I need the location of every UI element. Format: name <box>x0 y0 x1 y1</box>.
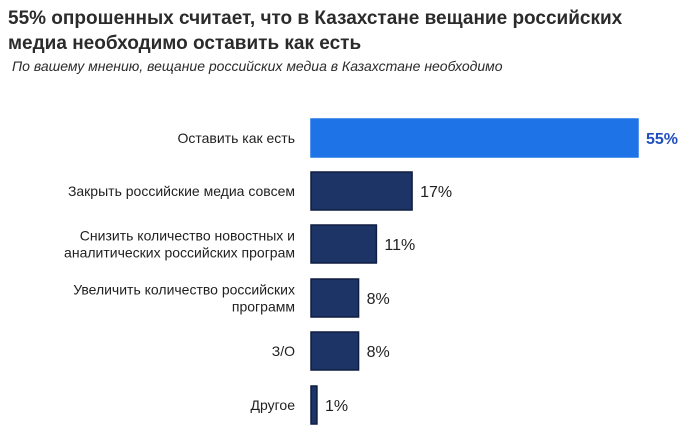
category-label-4: З/О <box>272 343 295 359</box>
bar-5 <box>310 385 318 425</box>
category-label-3: Увеличить количество российских программ <box>73 282 295 315</box>
value-label-3: 8% <box>367 291 390 308</box>
value-label-5: 1% <box>325 398 348 415</box>
bar-0 <box>310 118 639 158</box>
chart-title: 55% опрошенных считает, что в Казахстане… <box>8 6 678 56</box>
category-label-0: Оставить как есть <box>177 130 295 146</box>
value-label-1: 17% <box>420 184 452 201</box>
category-label-1: Закрыть российские медиа совсем <box>68 183 295 199</box>
title-lead: 55% <box>8 8 47 29</box>
category-label-2: Снизить количество новостных и аналитичес… <box>64 228 295 261</box>
value-label-4: 8% <box>367 344 390 361</box>
bar-3 <box>310 278 360 318</box>
bar-2 <box>310 224 378 264</box>
title-rest: опрошенных считает, что в Казахстане вещ… <box>8 8 623 54</box>
bar-1 <box>310 171 413 211</box>
value-label-2: 11% <box>384 237 415 254</box>
value-label-0: 55% <box>646 131 678 148</box>
bar-4 <box>310 331 360 371</box>
category-label-5: Другое <box>251 397 296 413</box>
chart-subtitle: По вашему мнению, вещание российских мед… <box>12 58 503 74</box>
